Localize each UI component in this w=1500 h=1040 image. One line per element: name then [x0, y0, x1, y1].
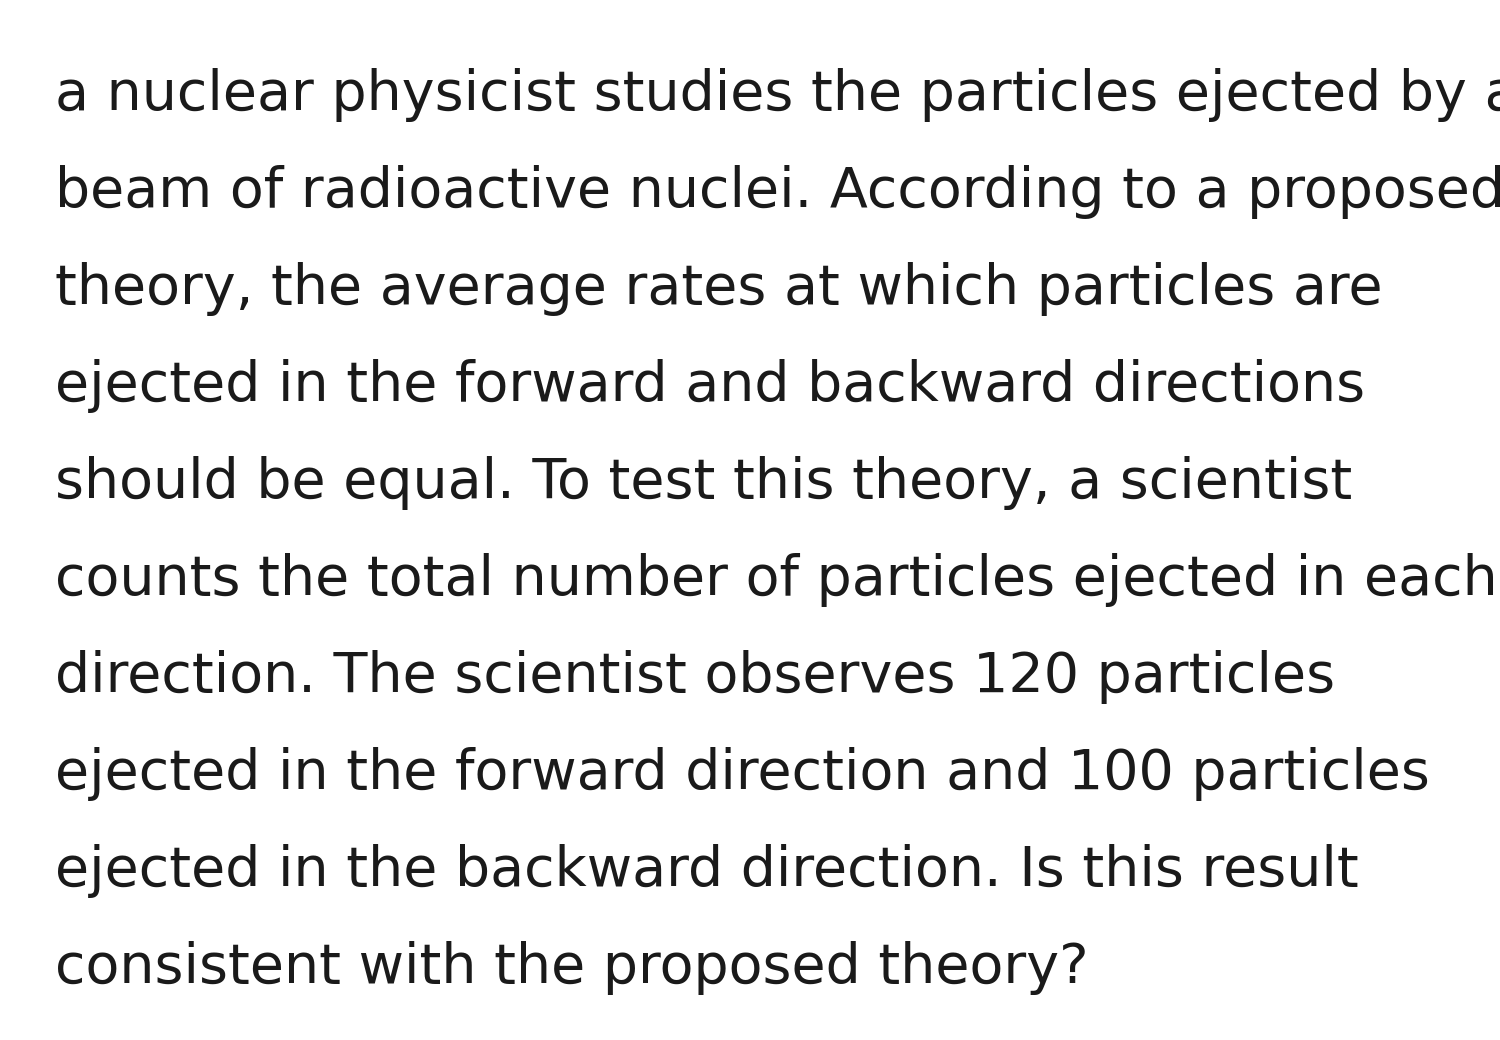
- Text: a nuclear physicist studies the particles ejected by a: a nuclear physicist studies the particle…: [56, 68, 1500, 122]
- Text: should be equal. To test this theory, a scientist: should be equal. To test this theory, a …: [56, 456, 1353, 510]
- Text: ejected in the backward direction. Is this result: ejected in the backward direction. Is th…: [56, 844, 1359, 898]
- Text: ejected in the forward and backward directions: ejected in the forward and backward dire…: [56, 359, 1365, 413]
- Text: theory, the average rates at which particles are: theory, the average rates at which parti…: [56, 262, 1383, 316]
- Text: counts the total number of particles ejected in each: counts the total number of particles eje…: [56, 553, 1497, 607]
- Text: ejected in the forward direction and 100 particles: ejected in the forward direction and 100…: [56, 747, 1430, 801]
- Text: beam of radioactive nuclei. According to a proposed: beam of radioactive nuclei. According to…: [56, 165, 1500, 219]
- Text: consistent with the proposed theory?: consistent with the proposed theory?: [56, 941, 1089, 995]
- Text: direction. The scientist observes 120 particles: direction. The scientist observes 120 pa…: [56, 650, 1335, 704]
